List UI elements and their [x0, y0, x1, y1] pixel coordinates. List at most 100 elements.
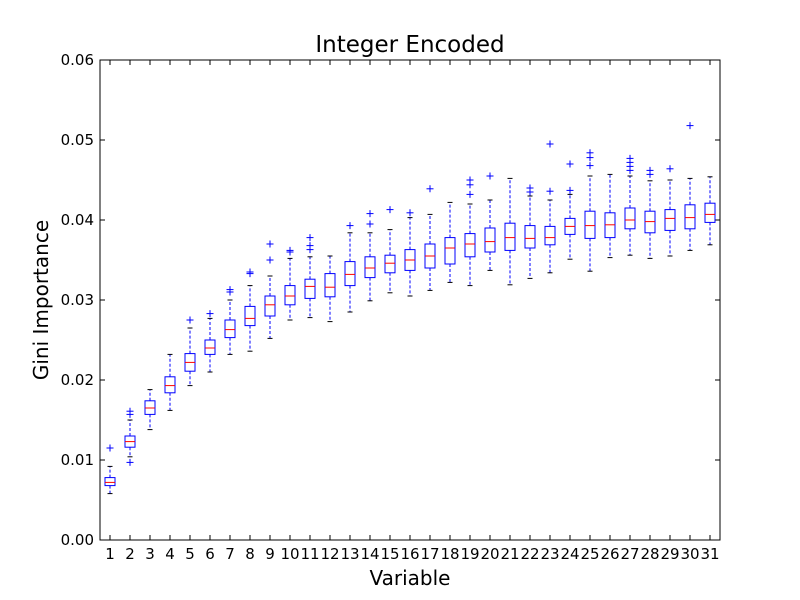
x-tick-label: 6	[205, 545, 215, 563]
iqr-box	[464, 233, 476, 258]
box-22	[524, 184, 536, 279]
box-31	[704, 176, 716, 246]
y-tick-label: 0.06	[61, 51, 94, 69]
outlier-point	[466, 190, 474, 198]
iqr-box	[484, 227, 496, 253]
outlier-point	[106, 444, 114, 452]
iqr-box	[684, 204, 696, 230]
y-tick-label: 0.04	[61, 211, 94, 229]
iqr-box	[264, 295, 276, 317]
box-4	[164, 353, 176, 411]
box-13	[344, 222, 356, 313]
box-21	[504, 177, 516, 286]
iqr-box	[444, 237, 456, 265]
x-tick-label: 30	[680, 545, 699, 563]
x-tick-label: 31	[700, 545, 719, 563]
iqr-box	[664, 209, 676, 231]
x-tick-label: 28	[640, 545, 659, 563]
x-tick-label: 23	[540, 545, 559, 563]
iqr-box	[524, 225, 536, 249]
outlier-point	[686, 122, 694, 130]
outlier-point	[626, 154, 634, 162]
x-tick-label: 27	[620, 545, 639, 563]
x-tick-label: 4	[165, 545, 175, 563]
box-9	[264, 240, 276, 339]
x-tick-label: 24	[560, 545, 579, 563]
box-25	[584, 149, 596, 272]
x-tick-label: 10	[280, 545, 299, 563]
outlier-point	[246, 268, 254, 276]
x-tick-label: 15	[380, 545, 399, 563]
x-tick-label: 5	[185, 545, 195, 563]
box-17	[424, 185, 436, 291]
box-24	[564, 160, 576, 260]
box-18	[444, 201, 456, 283]
outlier-point	[206, 310, 214, 318]
x-tick-label: 13	[340, 545, 359, 563]
x-tick-label: 3	[145, 545, 155, 563]
x-tick-label: 8	[245, 545, 255, 563]
box-5	[184, 316, 196, 387]
outlier-point	[546, 140, 554, 148]
iqr-box	[364, 256, 376, 279]
outlier-point	[266, 240, 274, 248]
outlier-point	[366, 220, 374, 228]
y-axis-label: Gini Importance	[29, 220, 53, 380]
iqr-box	[304, 278, 316, 299]
outlier-point	[126, 407, 134, 415]
box-6	[204, 310, 216, 373]
outlier-point	[426, 185, 434, 193]
x-axis-label: Variable	[370, 566, 451, 590]
box-2	[124, 407, 136, 466]
iqr-box	[384, 254, 396, 274]
box-series	[104, 122, 716, 495]
box-30	[684, 122, 696, 251]
outlier-point	[466, 176, 474, 184]
box-16	[404, 209, 416, 297]
outlier-point	[366, 210, 374, 218]
x-tick-label: 26	[600, 545, 619, 563]
x-tick-label: 21	[500, 545, 519, 563]
outlier-point	[306, 242, 314, 250]
box-19	[464, 176, 476, 287]
iqr-box	[624, 207, 636, 230]
x-tick-label: 7	[225, 545, 235, 563]
box-26	[604, 173, 616, 259]
outlier-point	[406, 209, 414, 217]
box-15	[384, 206, 396, 294]
outlier-point	[646, 166, 654, 174]
axes-frame	[99, 59, 721, 541]
iqr-box	[244, 305, 256, 327]
iqr-box	[544, 225, 556, 246]
box-29	[664, 165, 676, 257]
x-tick-label: 19	[460, 545, 479, 563]
box-14	[364, 210, 376, 302]
outlier-point	[526, 184, 534, 192]
outlier-point	[666, 165, 674, 173]
x-tick-label: 14	[360, 545, 379, 563]
x-tick-label: 2	[125, 545, 135, 563]
iqr-box	[224, 319, 236, 339]
x-tick-label: 25	[580, 545, 599, 563]
iqr-box	[284, 285, 296, 306]
outlier-point	[186, 316, 194, 324]
outlier-point	[346, 222, 354, 230]
iqr-box	[164, 376, 176, 394]
outlier-point	[266, 256, 274, 264]
outlier-point	[566, 160, 574, 168]
iqr-box	[344, 261, 356, 287]
x-axis-ticks: 1 2 3 4 5 6 7 8 9 10 11 12 13 14 15 16 17 18 19 20 21 22 23 24 2…	[105, 60, 720, 563]
outlier-point	[486, 172, 494, 180]
y-tick-label: 0.02	[61, 371, 94, 389]
box-23	[544, 140, 556, 274]
box-28	[644, 166, 656, 259]
x-tick-label: 12	[320, 545, 339, 563]
box-7	[224, 286, 236, 355]
iqr-box	[504, 222, 516, 251]
iqr-box	[104, 477, 116, 487]
iqr-box	[324, 273, 336, 298]
box-11	[304, 234, 316, 319]
box-1	[104, 444, 116, 495]
